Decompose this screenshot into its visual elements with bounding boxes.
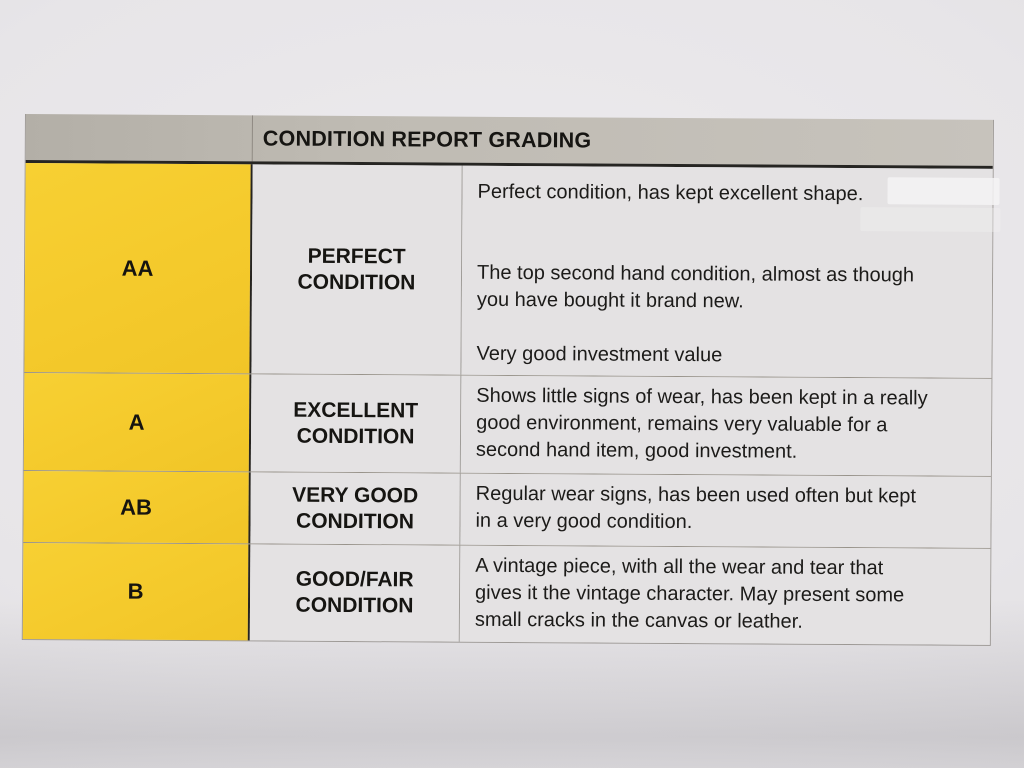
description-line: gives it the vintage character. May pres…: [475, 581, 905, 607]
description-line: The top second hand condition, almost as…: [476, 261, 915, 287]
condition-label-cell: GOOD/FAIR CONDITION: [249, 544, 461, 642]
table-row-grade-b: B GOOD/FAIR CONDITION A vintage piece, w…: [22, 541, 991, 645]
description-line: second hand item, good investment.: [475, 438, 798, 463]
description-line: Regular wear signs, has been used often …: [475, 482, 917, 508]
grade-cell: AA: [24, 163, 253, 374]
description-line: you have bought it brand new.: [476, 288, 744, 313]
description-line: Very good investment value: [476, 342, 723, 367]
description-line: small cracks in the canvas or leather.: [474, 608, 803, 633]
condition-label-line: VERY GOOD: [292, 483, 419, 507]
whiteout-correction-mark: [887, 177, 1000, 205]
table-header-row: CONDITION REPORT GRADING: [25, 114, 993, 169]
condition-label-line: CONDITION: [295, 593, 414, 618]
condition-label-line: EXCELLENT: [293, 398, 419, 422]
description-cell: A vintage piece, with all the wear and t…: [459, 545, 991, 645]
table-row-grade-a: A EXCELLENT CONDITION Shows little signs…: [23, 372, 992, 476]
grade-cell: A: [23, 373, 252, 472]
condition-label-line: CONDITION: [296, 509, 414, 533]
condition-label-cell: VERY GOOD CONDITION: [250, 472, 461, 545]
description-line: good environment, remains very valuable …: [476, 411, 888, 437]
condition-label-cell: EXCELLENT CONDITION: [250, 374, 462, 473]
description-line: [477, 314, 980, 344]
table-row-grade-aa: AA PERFECT CONDITION Perfect condition, …: [24, 163, 993, 378]
condition-label-line: PERFECT: [307, 244, 406, 268]
description-cell: Shows little signs of wear, has been kep…: [460, 375, 992, 476]
description-line: A vintage piece, with all the wear and t…: [475, 554, 884, 580]
condition-label-line: CONDITION: [297, 270, 416, 294]
condition-label-cell: PERFECT CONDITION: [251, 164, 463, 375]
grade-cell: B: [22, 542, 251, 641]
condition-label-line: GOOD/FAIR: [295, 567, 414, 592]
description-cell: Regular wear signs, has been used often …: [460, 473, 991, 548]
table-row-grade-ab: AB VERY GOOD CONDITION Regular wear sign…: [23, 469, 991, 548]
description-line: [477, 233, 980, 263]
header-corner-cell: [25, 114, 253, 162]
condition-label-line: CONDITION: [296, 424, 415, 448]
description-line: Shows little signs of wear, has been kep…: [476, 384, 928, 410]
description-line: in a very good condition.: [475, 509, 693, 534]
grade-cell: AB: [23, 470, 251, 544]
table-title: CONDITION REPORT GRADING: [262, 125, 592, 152]
condition-grading-table: CONDITION REPORT GRADING AA PERFECT COND…: [21, 114, 1001, 646]
whiteout-correction-mark: [860, 207, 1001, 232]
